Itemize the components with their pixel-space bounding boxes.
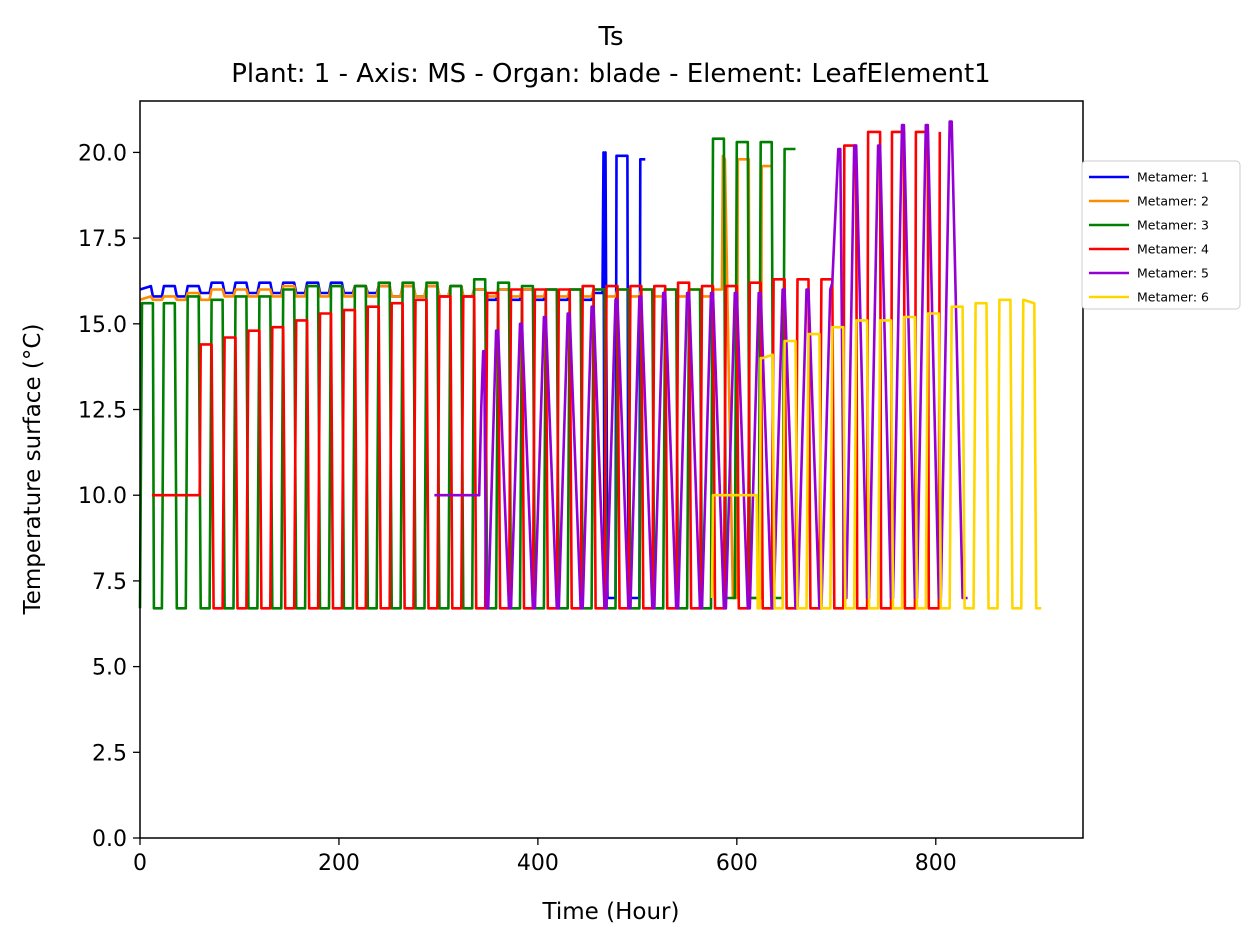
y-tick-label: 7.5 [92, 570, 127, 595]
series-line-metamer-5 [434, 120, 968, 610]
chart-title: Ts [597, 22, 623, 52]
legend-label-metamer-4: Metamer: 4 [1137, 242, 1209, 257]
y-tick-label: 10.0 [78, 484, 127, 509]
y-tick-label: 20.0 [78, 141, 127, 166]
series-line-metamer-6 [710, 298, 1042, 610]
y-tick-label: 15.0 [78, 313, 127, 338]
y-tick-label: 0.0 [92, 827, 127, 852]
x-tick-label: 800 [915, 851, 957, 876]
x-tick-label: 200 [318, 851, 360, 876]
x-axis: 0 200 400 600 800 [133, 838, 957, 876]
series-layer [138, 120, 1042, 610]
y-axis-label: Temperature surface (°C) [20, 324, 46, 616]
plot-frame [139, 100, 1084, 839]
x-tick-label: 400 [517, 851, 559, 876]
chart-subtitle: Plant: 1 - Axis: MS - Organ: blade - Ele… [231, 59, 990, 89]
x-axis-label: Time (Hour) [542, 899, 680, 925]
legend-label-metamer-5: Metamer: 5 [1137, 266, 1209, 281]
legend: Metamer: 1 Metamer: 2 Metamer: 3 Metamer: 4… [1081, 160, 1241, 310]
legend-label-metamer-2: Metamer: 2 [1137, 194, 1209, 209]
y-tick-label: 2.5 [92, 741, 127, 766]
legend-label-metamer-1: Metamer: 1 [1137, 170, 1209, 185]
x-tick-label: 600 [716, 851, 758, 876]
y-axis: 0.0 2.5 5.0 7.5 10.0 12.5 15.0 17.5 20.0 [78, 141, 140, 852]
y-tick-label: 12.5 [78, 399, 127, 424]
legend-label-metamer-3: Metamer: 3 [1137, 218, 1209, 233]
x-tick-label: 0 [133, 851, 147, 876]
y-tick-label: 5.0 [92, 656, 127, 681]
legend-label-metamer-6: Metamer: 6 [1137, 290, 1209, 305]
y-tick-label: 17.5 [78, 227, 127, 252]
